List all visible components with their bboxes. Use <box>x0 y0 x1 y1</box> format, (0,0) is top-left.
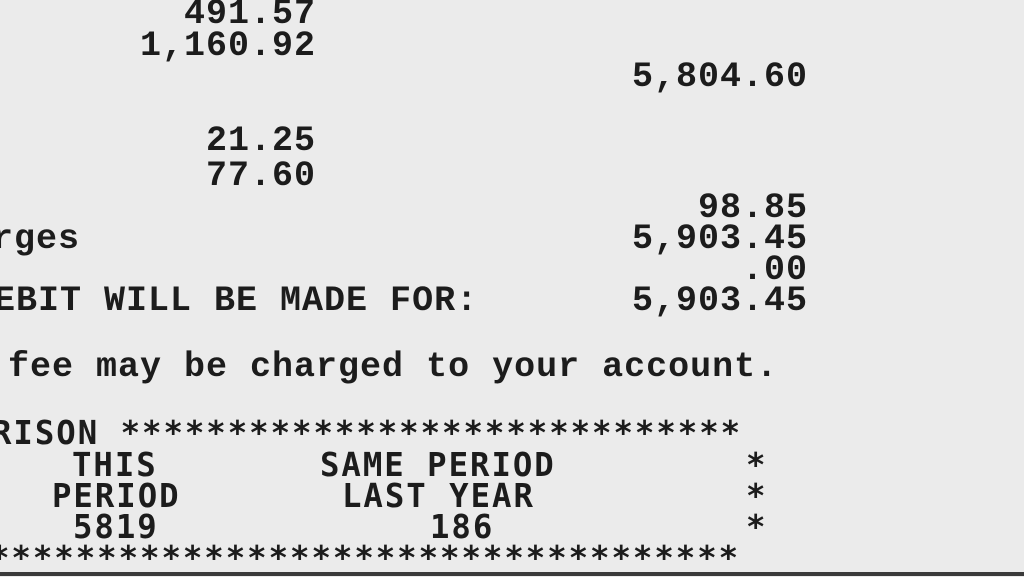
this-period-value: 5819 <box>73 507 159 546</box>
last-year-value: 186 <box>430 507 495 546</box>
amount-line-1: 491.57 <box>183 0 316 34</box>
bottom-edge <box>0 572 1024 576</box>
credit-amount: .00 <box>741 250 808 290</box>
col1-heading-1: THIS <box>72 445 158 484</box>
border-star: * <box>746 476 768 515</box>
col2-heading-1: SAME PERIOD <box>320 445 556 484</box>
border-star: * <box>746 507 768 546</box>
comparison-header: RISON ***************************** <box>0 413 743 452</box>
subtotal-2: 98.85 <box>697 188 808 228</box>
debit-amount: 5,903.45 <box>631 281 808 321</box>
total-charges: 5,903.45 <box>631 219 808 259</box>
amount-line-2: 1,160.92 <box>139 26 316 66</box>
fee-notice: fee may be charged to your account. <box>8 347 779 387</box>
debit-label: EBIT WILL BE MADE FOR: <box>0 281 479 321</box>
border-star: * <box>746 445 768 484</box>
amount-line-3: 21.25 <box>205 121 316 161</box>
comparison-footer: *********************************** <box>0 538 741 577</box>
col1-heading-2: PERIOD <box>52 476 181 515</box>
subtotal-1: 5,804.60 <box>631 57 808 97</box>
amount-line-4: 77.60 <box>205 156 316 196</box>
col2-heading-2: LAST YEAR <box>342 476 535 515</box>
total-charges-label: rges <box>0 219 81 259</box>
